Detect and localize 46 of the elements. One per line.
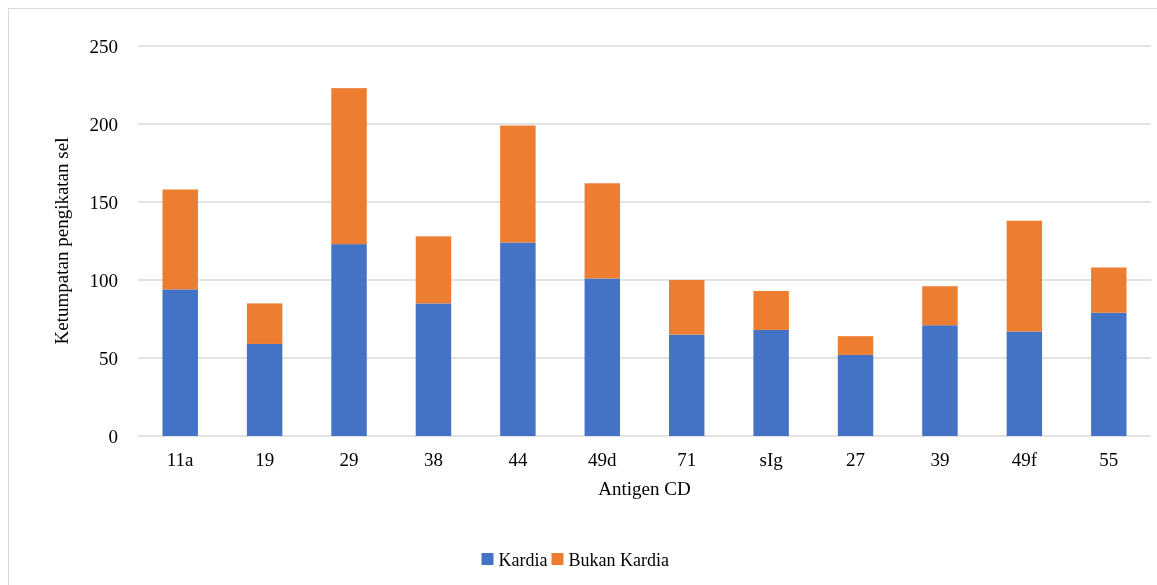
x-tick-label: 29 [339,449,359,470]
y-axis-title: Ketumpatan pengikatan sel [51,137,72,345]
y-tick-label: 250 [89,35,118,57]
x-tick-label: 49d [588,449,618,470]
y-tick-label: 50 [99,347,118,369]
bar [162,289,198,436]
bar [837,336,874,355]
bar [668,334,705,436]
bar [1091,312,1127,436]
legend-label: Kardia [498,550,548,571]
y-tick-label: 150 [89,191,118,213]
x-tick-label: 44 [508,449,528,470]
bar [922,286,958,326]
x-tick-label: 27 [846,449,866,470]
y-tick-label: 0 [108,425,118,447]
bar [500,242,536,436]
bar [246,303,283,344]
bar [1091,267,1127,313]
bar [331,244,367,436]
bar [922,325,958,436]
x-tick-label: 71 [677,449,697,470]
bar [668,280,705,335]
x-axis-title: Antigen CD [598,478,691,499]
bar [753,329,789,436]
bar [415,303,452,436]
x-tick-label: sIg [759,449,784,470]
bar [584,278,621,436]
y-tick-label: 100 [89,269,118,291]
bar [837,354,874,436]
bar [331,88,367,245]
x-tick-label: 49f [1011,449,1038,470]
bar [584,183,621,279]
legend-label: Bukan Kardia [568,550,669,571]
x-tick-label: 39 [930,449,950,470]
x-tick-label: 19 [255,449,275,470]
x-tick-label: 55 [1099,449,1119,470]
bar [1006,331,1043,436]
bar [753,290,789,330]
x-tick-label: 38 [423,449,443,470]
bar [415,236,452,304]
bar [246,343,283,436]
bar [162,189,198,290]
y-tick-label: 200 [89,113,118,135]
bar [1006,220,1043,332]
bar [500,125,536,243]
x-tick-label: 11a [166,449,195,470]
